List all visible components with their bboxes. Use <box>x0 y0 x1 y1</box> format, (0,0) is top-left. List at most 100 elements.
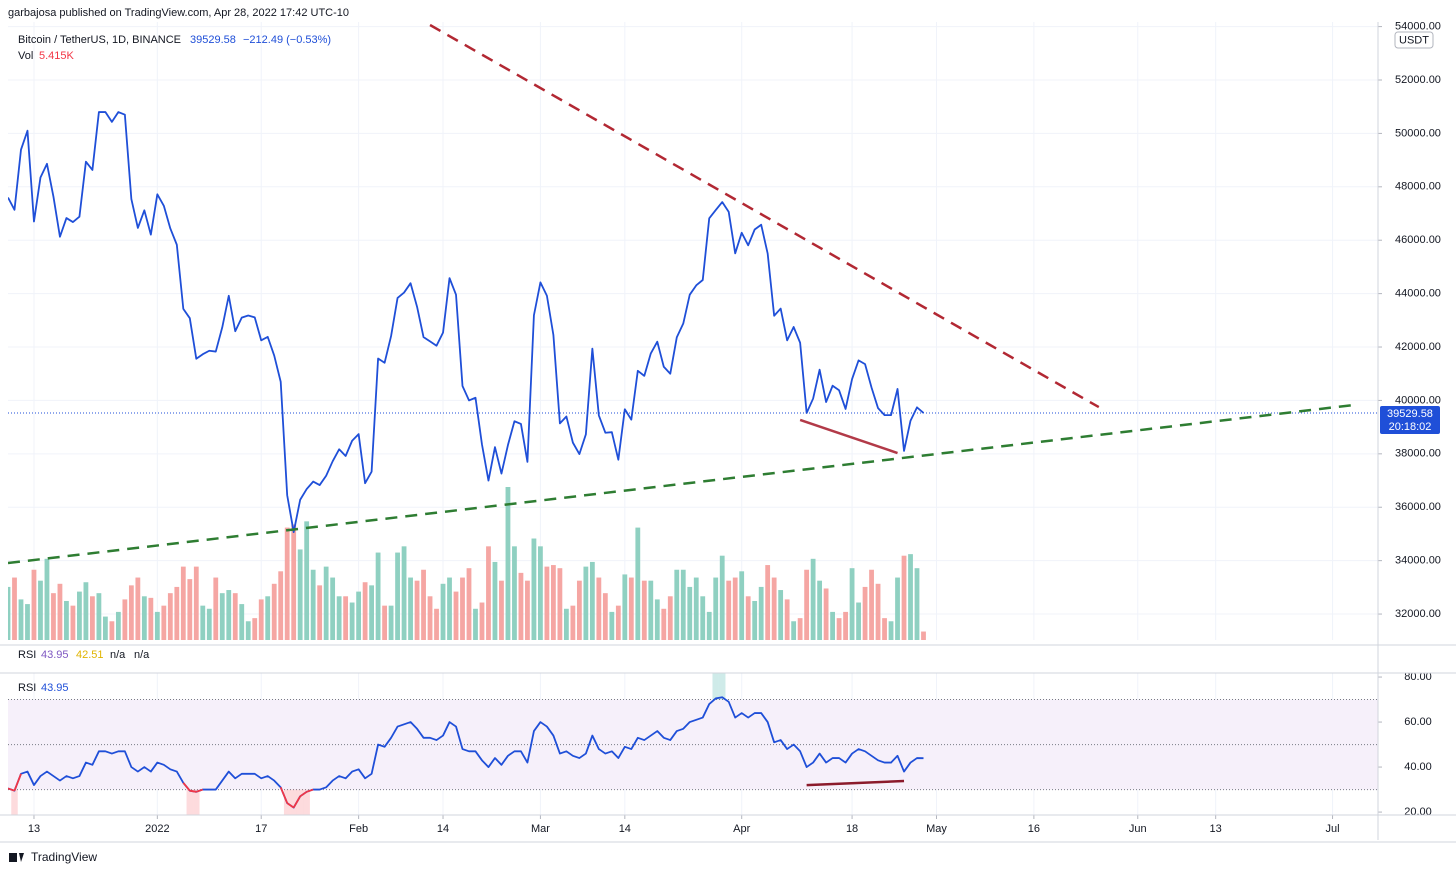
volume-bar <box>778 590 784 640</box>
volume-bar <box>343 596 349 640</box>
trend-line <box>429 23 1100 409</box>
oversold-segment <box>306 788 314 793</box>
oversold-highlight <box>11 789 18 815</box>
volume-bar <box>797 618 803 640</box>
oversold-segment <box>8 787 15 792</box>
volume-bar <box>44 558 50 640</box>
series-line <box>8 696 924 809</box>
volume-bar <box>291 524 297 640</box>
volume-bar <box>330 577 336 640</box>
oversold-segment <box>299 791 308 798</box>
x-tick-label: 18 <box>846 823 858 835</box>
volume-bar <box>304 521 310 640</box>
volume-bar <box>395 552 400 640</box>
volume-bar <box>96 593 102 640</box>
volume-bar <box>388 605 394 640</box>
rsi-header-name: RSI <box>18 649 36 661</box>
trend-line <box>8 403 1359 565</box>
volume-bar <box>362 582 368 640</box>
volume-bar <box>167 593 173 640</box>
volume-bar <box>602 593 608 640</box>
volume-bar <box>512 546 517 640</box>
rsi-extra: n/a <box>110 649 126 661</box>
volume-bar <box>421 569 426 640</box>
footer-logo <box>9 853 24 862</box>
volume-bar <box>518 572 524 640</box>
volume-bar <box>297 549 303 640</box>
volume-bar <box>239 604 245 640</box>
volume-bar <box>895 577 900 640</box>
volume-bar <box>752 600 758 640</box>
volume-bar <box>18 599 24 640</box>
volume-bar <box>538 546 543 640</box>
y-tick-label: 40000.00 <box>1395 394 1441 406</box>
price-change: −212.49 (−0.53%) <box>243 34 331 46</box>
volume-bar <box>64 600 69 640</box>
volume-bar <box>109 621 115 640</box>
volume-bar <box>284 527 290 640</box>
oversold-highlight <box>186 789 194 815</box>
volume-bar <box>810 558 816 640</box>
series-line <box>8 111 925 533</box>
y-tick-label: 46000.00 <box>1395 234 1441 246</box>
volume-bar <box>817 580 823 640</box>
volume-bar <box>661 608 667 640</box>
volume-bar <box>726 580 732 640</box>
plot-layer: 13 2022 17 Feb 14 Mar 14 Apr 18 May 16 Jun 13 Jul 3200… <box>8 20 1441 835</box>
volume-bar <box>914 568 920 640</box>
y-tick-label: 34000.00 <box>1395 555 1441 567</box>
volume-bar <box>596 577 602 640</box>
volume-bar <box>51 593 56 640</box>
volume-bar <box>141 596 147 640</box>
volume-bar <box>674 569 680 640</box>
oversold-highlight <box>290 789 297 815</box>
volume-bar <box>122 599 128 640</box>
volume-bar <box>356 591 362 640</box>
volume-bar <box>317 585 323 640</box>
volume-bar <box>479 602 485 640</box>
volume-bar <box>440 583 446 640</box>
x-tick-label: Mar <box>531 823 550 835</box>
volume-bar <box>563 608 569 640</box>
volume-bar <box>115 611 121 640</box>
oversold-segment <box>182 782 191 792</box>
overbought-highlight <box>712 673 719 700</box>
volume-bar <box>408 577 413 640</box>
x-tick-label: Jun <box>1129 823 1147 835</box>
volume-bar <box>245 621 251 640</box>
volume-bar <box>700 596 706 640</box>
oversold-segment <box>292 795 301 809</box>
oversold-segment <box>195 788 204 793</box>
volume-bar <box>154 611 160 640</box>
volume-bar <box>161 605 167 640</box>
volume-bar <box>278 571 284 640</box>
volume-bar <box>57 583 63 640</box>
oversold-highlight <box>193 789 200 815</box>
volume-bar <box>544 566 550 640</box>
rsi-pane <box>8 673 1378 815</box>
volume-bar <box>135 577 141 640</box>
volume-bar <box>187 579 193 640</box>
trend-line <box>799 418 898 455</box>
volume-bar <box>486 546 491 640</box>
rsi-extra: n/a <box>134 649 150 661</box>
volume-bar <box>635 527 641 640</box>
volume-bar <box>174 586 180 640</box>
x-tick-label: 16 <box>1028 823 1040 835</box>
volume-bar <box>525 580 530 640</box>
countdown-label: 20:18:02 <box>1389 421 1432 433</box>
volume-bar <box>434 608 439 640</box>
footer-brand: TradingView <box>31 850 97 864</box>
volume-bar <box>206 608 212 640</box>
y-tick-label: 48000.00 <box>1395 181 1441 193</box>
volume-bar <box>758 586 764 640</box>
volume-bar <box>531 538 537 640</box>
volume-bar <box>128 585 134 640</box>
oversold-segment <box>13 773 22 792</box>
volume-bar <box>882 618 887 640</box>
volume-bar <box>148 597 154 640</box>
volume-value: 5.415K <box>39 50 75 62</box>
volume-bar <box>258 599 264 640</box>
volume-bar <box>323 566 329 640</box>
volume-bar <box>310 569 316 640</box>
